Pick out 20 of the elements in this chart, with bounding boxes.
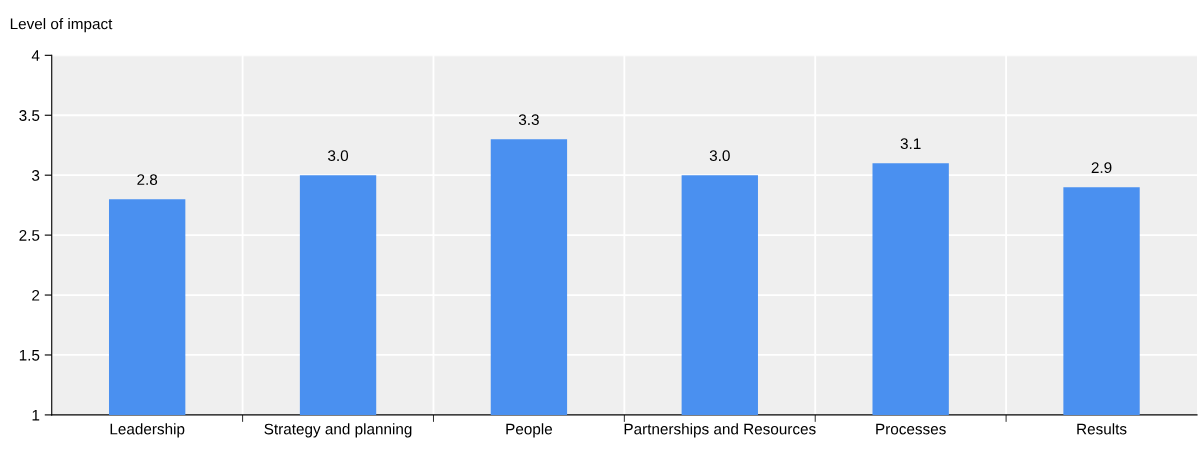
data-label: 3.0 <box>328 150 349 162</box>
y-tick-label: 1.5 <box>19 350 40 361</box>
y-tick-label: 2.5 <box>19 229 40 241</box>
x-tick-label: People <box>506 423 553 438</box>
x-tick-label: Results <box>1077 423 1127 435</box>
x-tick-label: Strategy and planning <box>264 423 412 438</box>
data-label: 3.1 <box>900 138 921 150</box>
x-tick-label: Partnerships and Resources <box>624 423 816 438</box>
y-tick-label: 2 <box>32 289 40 301</box>
y-axis-title: Level of impact <box>10 18 113 33</box>
data-label: 3.0 <box>709 150 730 162</box>
y-tick-label: 1 <box>32 409 40 421</box>
y-tick-label: 3.5 <box>19 110 40 121</box>
y-tick-label: 3 <box>32 170 40 181</box>
data-label: 3.3 <box>518 114 539 126</box>
data-label: 2.8 <box>137 174 158 186</box>
y-tick-label: 4 <box>31 50 40 61</box>
data-label: 2.9 <box>1091 162 1112 174</box>
x-tick-label: Processes <box>876 423 946 435</box>
x-tick-label: Leadership <box>110 423 185 438</box>
